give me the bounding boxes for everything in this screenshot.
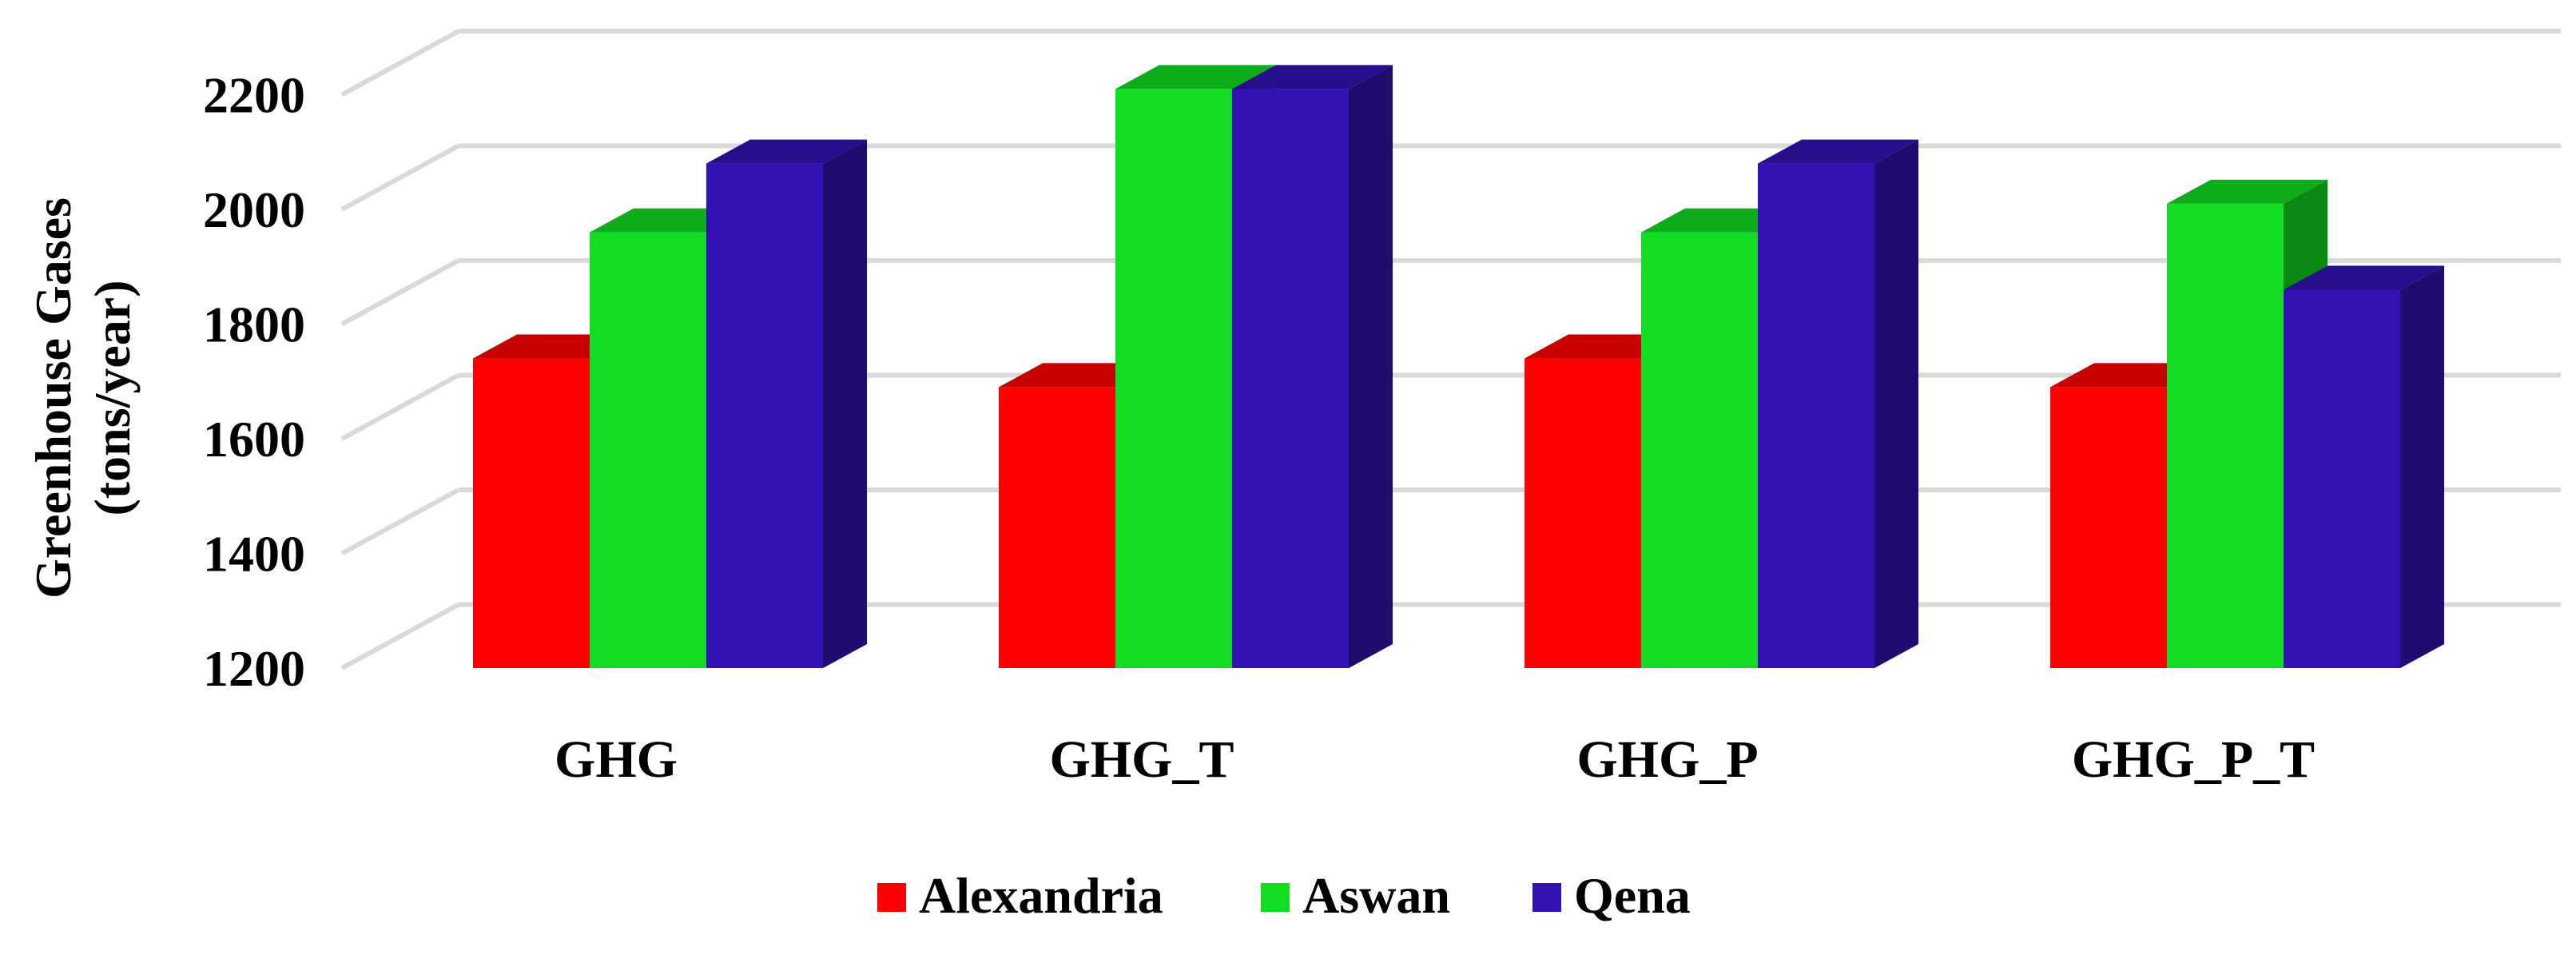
legend-item-aswan: Aswan (1261, 867, 1450, 924)
bar-front-face (590, 232, 706, 668)
bar-front-face (999, 387, 1115, 668)
x-category-label-ghg-p: GHG_P (1576, 730, 1758, 789)
bar-top-face (1758, 139, 1918, 164)
bar-front-face (1232, 89, 1349, 668)
y-axis-title-line: Greenhouse Gases (25, 197, 81, 599)
y-axis-title-line: (tons/year) (84, 280, 141, 515)
gridline-depth (340, 487, 460, 556)
legend-label: Aswan (1302, 867, 1450, 924)
bar-front-face (1115, 89, 1232, 668)
bar-qena-ghg-p-t (2284, 265, 2444, 668)
legend-label: Qena (1574, 867, 1691, 924)
y-tick-label: 1800 (203, 296, 305, 353)
bar-qena-ghg (706, 139, 867, 669)
legend-swatch (1261, 883, 1290, 912)
legend-item-qena: Qena (1532, 867, 1691, 924)
x-category-label-ghg: GHG (555, 730, 678, 789)
y-tick-label: 1400 (203, 526, 305, 583)
bar-top-face (2167, 179, 2328, 204)
y-tick-label: 2000 (203, 181, 305, 238)
x-category-labels: GHG GHG_T GHG_P GHG_P_T (555, 730, 2315, 789)
bars (473, 65, 2444, 669)
legend-swatch (877, 883, 906, 912)
bar-side-face (823, 139, 867, 669)
bar-front-face (2284, 289, 2400, 668)
bar-side-face (2400, 265, 2444, 668)
legend: Alexandria Aswan Qena (877, 867, 1691, 924)
y-tick-label: 1200 (203, 640, 305, 697)
bar-front-face (2050, 387, 2167, 668)
legend-label: Alexandria (919, 867, 1163, 924)
bar-front-face (1758, 163, 1874, 669)
bar-top-face (1232, 65, 1393, 90)
gridline-depth (340, 143, 460, 212)
gridline-depth (340, 258, 460, 327)
bar-front-face (1525, 358, 1641, 668)
gridline-depth (340, 602, 460, 671)
x-category-label-ghg-t: GHG_T (1049, 730, 1234, 789)
y-tick-label: 1600 (203, 411, 305, 468)
bar-front-face (1641, 232, 1758, 668)
bar-front-face (2167, 203, 2284, 668)
gridline-depth (340, 372, 460, 441)
bar-qena-ghg-t (1232, 65, 1393, 668)
bar-top-face (1115, 65, 1276, 90)
legend-item-alexandria: Alexandria (877, 867, 1163, 924)
gridline-depth (340, 29, 460, 97)
bar-qena-ghg-p (1758, 139, 1918, 669)
y-tick-label: 2200 (203, 67, 305, 124)
bar-front-face (473, 358, 590, 668)
bar-front-face (706, 163, 823, 669)
bar-side-face (1874, 139, 1918, 669)
legend-swatch (1532, 883, 1561, 912)
bar-top-face (706, 139, 867, 164)
y-tick-labels: 1200 1400 1600 1800 2000 2200 (203, 67, 305, 698)
bar-top-face (2284, 265, 2444, 290)
y-axis-title: Greenhouse Gases(tons/year) (25, 197, 141, 599)
x-category-label-ghg-p-t: GHG_P_T (2072, 730, 2315, 789)
bar-side-face (1349, 65, 1393, 668)
